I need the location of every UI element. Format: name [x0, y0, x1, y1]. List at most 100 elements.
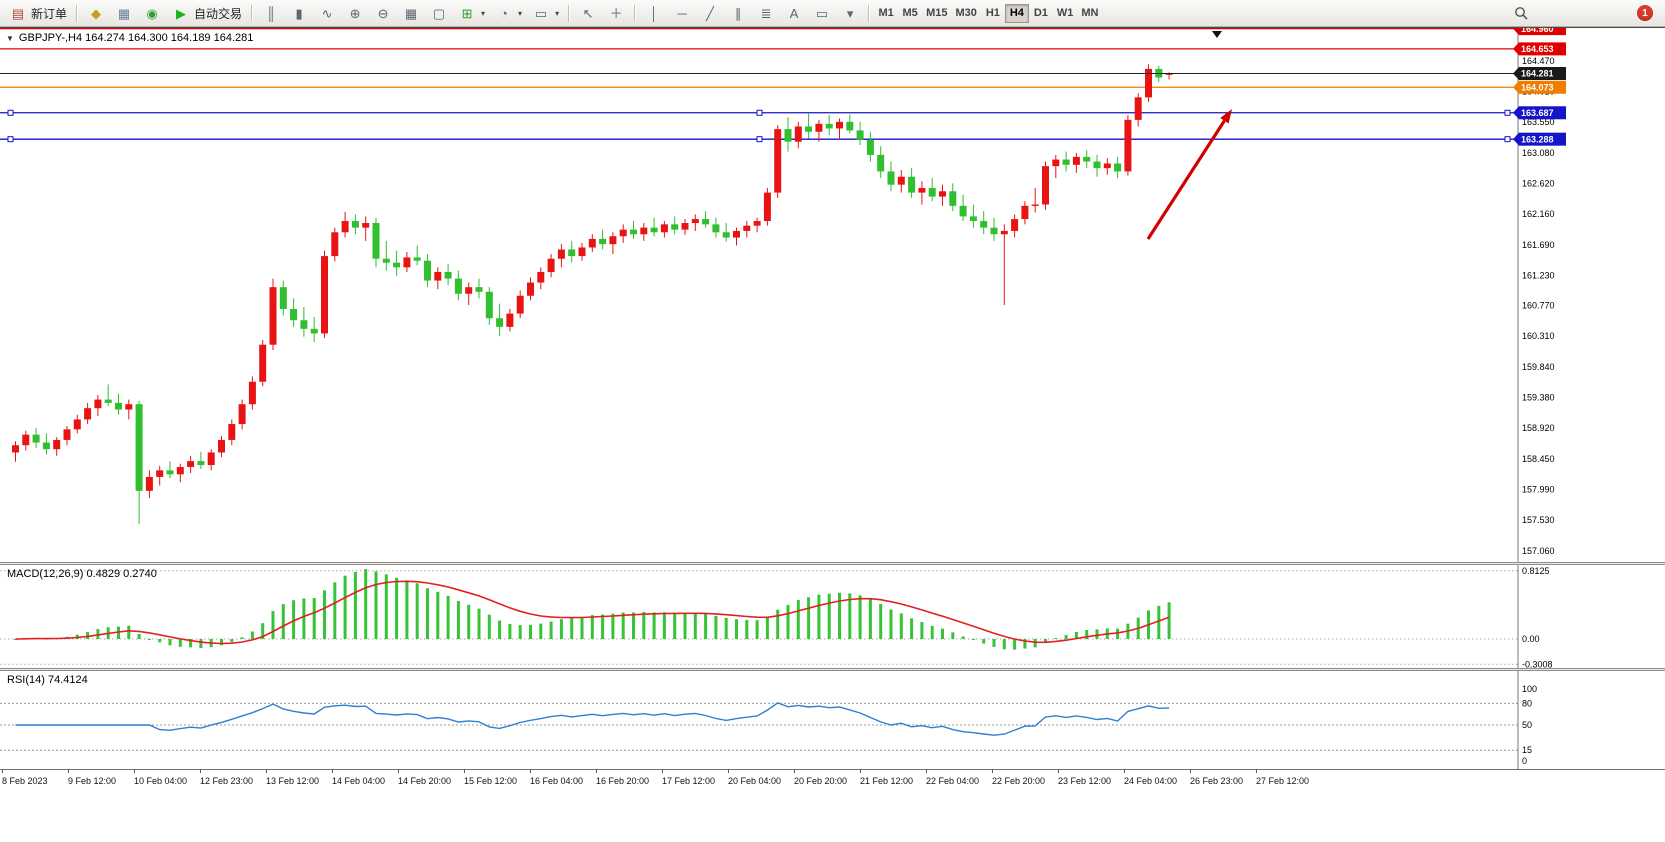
timeframe-m30-button[interactable]: M30 [951, 4, 980, 23]
line-handle[interactable] [756, 109, 763, 116]
auto-trading-icon: ▶ [176, 5, 187, 21]
candle-body [1072, 156, 1080, 165]
candle-body [619, 229, 627, 237]
candle-body [1114, 163, 1122, 172]
macd-histogram-bar [271, 611, 275, 639]
cursor-button[interactable]: ↖ [574, 3, 602, 24]
horizontal-line-button[interactable]: ─ [668, 3, 696, 24]
data-window-button[interactable]: ▦ [110, 3, 138, 24]
vertical-line-button[interactable]: │ [640, 3, 668, 24]
channel-button[interactable]: ∥ [724, 3, 752, 24]
trendline-button[interactable]: ╱ [696, 3, 724, 24]
macd-histogram-bar [487, 614, 491, 639]
rsi-pane[interactable]: RSI(14) 74.4124 100 80 50 15 0 [0, 671, 1665, 769]
timeframe-buttons: M1 M5 M15 M30 H1 H4 D1 W1 MN [874, 3, 1102, 23]
candle-body [939, 191, 946, 197]
line-handle[interactable] [1504, 136, 1511, 143]
candle-body [187, 461, 195, 468]
candle-body [84, 408, 92, 420]
timeframe-m15-button[interactable]: M15 [922, 4, 951, 23]
pane-splitter[interactable] [0, 668, 1665, 671]
macd-histogram-bar [1167, 602, 1171, 639]
candle-body [269, 287, 277, 345]
fibonacci-button[interactable]: ≣ [752, 3, 780, 24]
candle-body [630, 229, 637, 235]
main-chart-pane[interactable]: ▼ GBPJPY-,H4 164.274 164.300 164.189 164… [0, 27, 1665, 562]
zoom-in-button[interactable]: ⊕ [341, 3, 369, 24]
candle-body [403, 257, 411, 268]
cursor-icon: ↖ [582, 5, 594, 21]
rsi-title: RSI(14) 74.4124 [7, 674, 88, 686]
crosshair-button[interactable]: ＋ [602, 3, 630, 24]
shapes-button[interactable]: ▾ [836, 3, 864, 24]
line-chart-button[interactable]: ∿ [313, 3, 341, 24]
macd-histogram-bar [508, 624, 512, 639]
macd-pane[interactable]: MACD(12,26,9) 0.4829 0.2740 0.8125 0.00 -0… [0, 565, 1665, 668]
bars-chart-button[interactable]: ║ [257, 3, 285, 24]
chevron-down-icon: ▾ [518, 8, 523, 18]
zoom-out-button[interactable]: ⊖ [369, 3, 397, 24]
macd-histogram-bar [178, 639, 182, 647]
tile-windows-button[interactable]: ▦ [397, 3, 425, 24]
candle-body [496, 318, 504, 327]
templates-button[interactable]: ▭ ▾ [527, 3, 564, 24]
toolbar: ▤ 新订单 ◆ ▦ ◉ ▶ 自动交易 ║ ▮ ∿ ⊕ ⊖ ▦ ▢ ⊞ ▾ ◔ ▾ ▭ ▾ ↖ ＋ │ ─ ╱ ∥ ≣ A… [0, 0, 1665, 27]
price-label-box [1519, 66, 1566, 80]
candle-body [42, 442, 50, 450]
time-axis-label: 23 Feb 12:00 [1058, 776, 1112, 786]
periods-icon: ◔ [500, 5, 508, 21]
candle-body [465, 287, 473, 294]
candle-body [166, 470, 174, 475]
price-axis-label: 162.160 [1522, 209, 1555, 219]
candle-body [1062, 159, 1070, 165]
notification-badge[interactable]: 1 [1637, 5, 1653, 21]
pane-splitter[interactable] [0, 562, 1665, 565]
timeframe-w1-button[interactable]: W1 [1053, 4, 1078, 23]
add-indicator-icon: ⊞ [461, 5, 473, 21]
timeframe-h4-button[interactable]: H4 [1004, 3, 1029, 23]
text-button[interactable]: A [780, 3, 808, 24]
candle-body [73, 419, 81, 430]
price-axis-label: 161.230 [1522, 270, 1555, 280]
candle-body [1042, 166, 1049, 205]
line-handle[interactable] [1504, 109, 1511, 116]
macd-histogram-bar [982, 639, 986, 644]
arrow-down-marker[interactable] [1212, 31, 1222, 38]
line-handle[interactable] [756, 136, 763, 143]
data-window-icon: ▦ [117, 5, 131, 21]
add-indicator-button[interactable]: ⊞ ▾ [453, 3, 490, 24]
price-label-pointer [1513, 66, 1519, 80]
price-label-box [1519, 28, 1566, 36]
rsi-chart: 100 80 50 150 [0, 671, 1537, 769]
new-order-button[interactable]: ▤ 新订单 [4, 3, 72, 24]
macd-histogram-bar [724, 617, 728, 639]
candle-body [825, 123, 833, 129]
navigator-button[interactable]: ◉ [138, 3, 166, 24]
trend-arrow[interactable] [1146, 119, 1226, 240]
search-icon[interactable] [1514, 6, 1529, 21]
trend-arrow-head [1220, 109, 1232, 124]
arrange-windows-button[interactable]: ▢ [425, 3, 453, 24]
auto-trading-button[interactable]: ▶ 自动交易 [167, 3, 247, 24]
line-handle[interactable] [7, 109, 14, 116]
chart-context-triangle-icon[interactable]: ▼ [6, 33, 14, 43]
candle-body [897, 176, 905, 185]
timeframe-m1-button[interactable]: M1 [874, 4, 898, 23]
candle-body [12, 445, 19, 453]
candle-body [547, 258, 555, 272]
macd-histogram-bar [147, 639, 151, 640]
line-handle[interactable] [7, 136, 14, 143]
trendline-icon: ╱ [706, 5, 714, 21]
timeframe-h1-button[interactable]: H1 [981, 4, 1005, 23]
timeframe-m5-button[interactable]: M5 [898, 4, 922, 23]
timeframe-mn-button[interactable]: MN [1077, 4, 1102, 23]
candle-body [310, 328, 318, 334]
timeframe-d1-button[interactable]: D1 [1029, 4, 1053, 23]
periods-button[interactable]: ◔ ▾ [490, 3, 527, 24]
macd-axis-label: -0.3008 [1522, 659, 1553, 668]
new-order-icon: ▤ [11, 5, 25, 21]
candlestick-chart-button[interactable]: ▮ [285, 3, 313, 24]
market-watch-button[interactable]: ◆ [82, 3, 110, 24]
label-button[interactable]: ▭ [808, 3, 836, 24]
time-tick [1058, 770, 1059, 773]
